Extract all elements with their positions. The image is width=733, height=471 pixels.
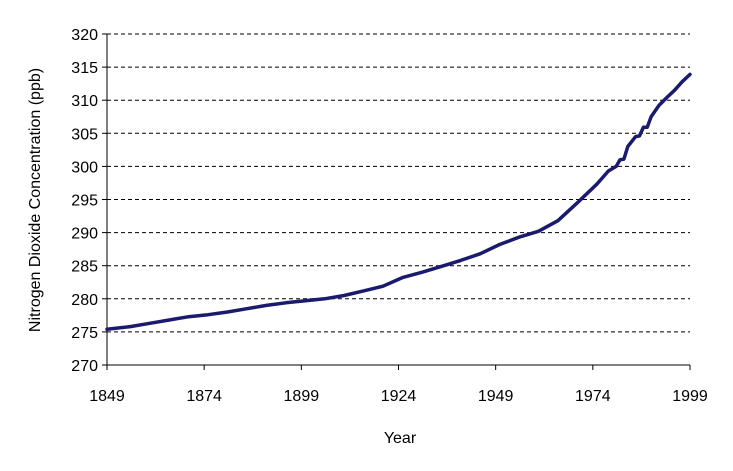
y-tick-label-300: 300 [71, 159, 98, 176]
x-tick-label-1924: 1924 [381, 388, 417, 405]
x-tick-label-1874: 1874 [186, 388, 222, 405]
y-tick-label-290: 290 [71, 226, 98, 243]
x-tick-label-1974: 1974 [575, 388, 611, 405]
x-tick-label-1849: 1849 [89, 388, 125, 405]
y-tick-label-295: 295 [71, 193, 98, 210]
y-tick-label-270: 270 [71, 358, 98, 375]
x-tick-label-1999: 1999 [672, 388, 708, 405]
y-tick-label-275: 275 [71, 325, 98, 342]
y-tick-label-280: 280 [71, 292, 98, 309]
y-tick-label-310: 310 [71, 93, 98, 110]
y-tick-label-285: 285 [71, 259, 98, 276]
x-tick-label-1949: 1949 [478, 388, 514, 405]
x-tick-label-1899: 1899 [284, 388, 320, 405]
y-axis-title: Nitrogen Dioxide Concentration (ppb) [27, 68, 44, 332]
tick-labels: 270 275 280 285 290 295 300 305 310 315 320 1849 187… [71, 27, 708, 405]
series-lines [105, 72, 692, 332]
y-tick-label-305: 305 [71, 126, 98, 143]
x-axis-title: Year [384, 430, 417, 447]
grid-lines [107, 33, 690, 333]
y-tick-label-320: 320 [71, 27, 98, 44]
y-tick-label-315: 315 [71, 60, 98, 77]
axes [102, 33, 691, 370]
series-line-0 [105, 72, 692, 332]
